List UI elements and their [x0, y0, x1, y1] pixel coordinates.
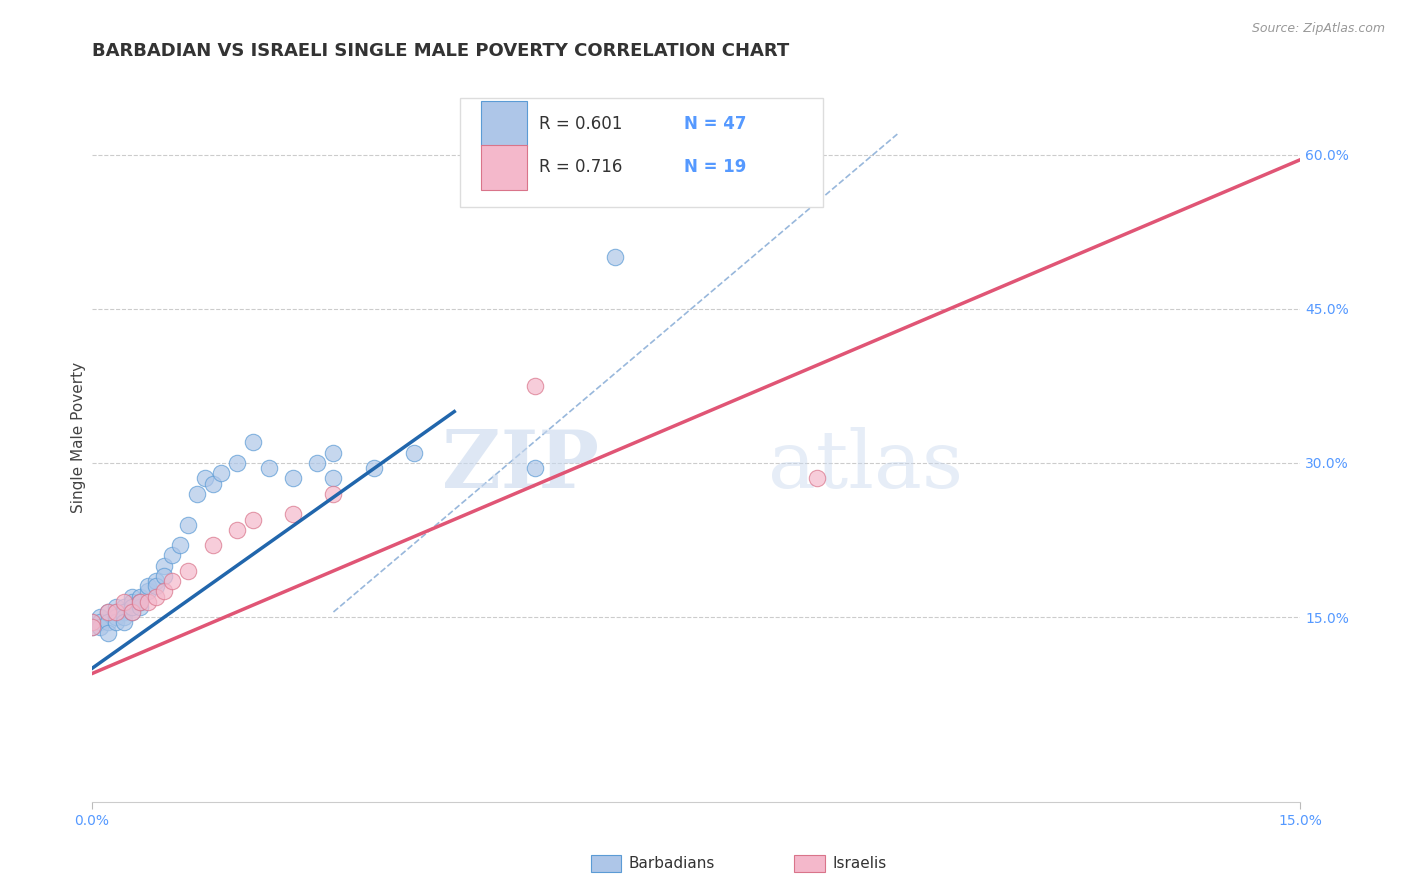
Point: [136, 579, 159, 593]
Point: [283, 471, 305, 485]
Point: [307, 456, 329, 470]
Point: [80, 615, 103, 630]
Point: [121, 599, 143, 614]
Point: [129, 595, 152, 609]
Point: [80, 620, 103, 634]
Point: [136, 584, 159, 599]
Text: Israelis: Israelis: [832, 856, 887, 871]
Point: [523, 379, 546, 393]
Point: [129, 599, 152, 614]
Point: [104, 599, 127, 614]
Point: [89, 615, 111, 630]
Point: [186, 487, 208, 501]
Point: [257, 461, 280, 475]
Text: Source: ZipAtlas.com: Source: ZipAtlas.com: [1251, 22, 1385, 36]
Point: [153, 558, 176, 573]
FancyBboxPatch shape: [460, 98, 823, 208]
Point: [225, 523, 247, 537]
Point: [121, 595, 143, 609]
Point: [80, 620, 103, 634]
Point: [283, 508, 305, 522]
Point: [104, 610, 127, 624]
Point: [112, 595, 135, 609]
Text: N = 19: N = 19: [683, 158, 747, 177]
Point: [112, 615, 135, 630]
Point: [121, 605, 143, 619]
Point: [162, 574, 184, 589]
Point: [129, 590, 152, 604]
Point: [104, 605, 127, 619]
Point: [97, 605, 120, 619]
Text: ZIP: ZIP: [443, 427, 599, 506]
Point: [153, 584, 176, 599]
Point: [322, 487, 344, 501]
Point: [104, 605, 127, 619]
Point: [322, 471, 344, 485]
Point: [112, 599, 135, 614]
Point: [97, 615, 120, 630]
Point: [112, 610, 135, 624]
Point: [169, 538, 191, 552]
Point: [201, 538, 224, 552]
Point: [112, 605, 135, 619]
Text: Barbadians: Barbadians: [628, 856, 714, 871]
Point: [97, 605, 120, 619]
Point: [209, 467, 232, 481]
Text: BARBADIAN VS ISRAELI SINGLE MALE POVERTY CORRELATION CHART: BARBADIAN VS ISRAELI SINGLE MALE POVERTY…: [91, 42, 789, 60]
Point: [605, 251, 627, 265]
Point: [177, 564, 200, 578]
Point: [162, 549, 184, 563]
FancyBboxPatch shape: [481, 145, 527, 189]
Point: [121, 605, 143, 619]
Point: [129, 595, 152, 609]
Point: [242, 435, 264, 450]
Point: [225, 456, 247, 470]
Point: [193, 471, 215, 485]
Text: atlas: atlas: [769, 427, 963, 506]
Point: [145, 579, 167, 593]
Point: [145, 574, 167, 589]
Point: [806, 471, 828, 485]
Text: R = 0.716: R = 0.716: [538, 158, 623, 177]
Text: N = 47: N = 47: [683, 114, 747, 133]
Point: [322, 446, 344, 460]
Point: [121, 590, 143, 604]
Point: [177, 517, 200, 532]
Point: [89, 620, 111, 634]
Point: [363, 461, 385, 475]
Point: [97, 625, 120, 640]
Point: [523, 461, 546, 475]
Point: [89, 610, 111, 624]
Point: [153, 569, 176, 583]
Point: [201, 476, 224, 491]
Y-axis label: Single Male Poverty: Single Male Poverty: [72, 362, 86, 513]
Point: [145, 590, 167, 604]
Point: [80, 615, 103, 630]
Point: [242, 512, 264, 526]
Point: [402, 446, 425, 460]
Point: [104, 615, 127, 630]
Text: R = 0.601: R = 0.601: [538, 114, 623, 133]
Point: [136, 595, 159, 609]
FancyBboxPatch shape: [481, 102, 527, 145]
